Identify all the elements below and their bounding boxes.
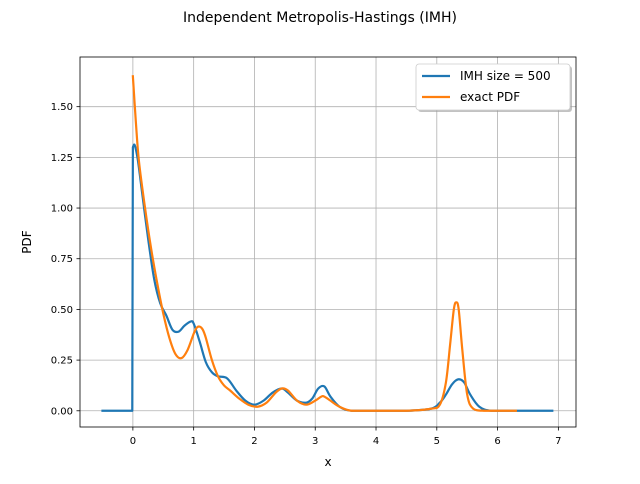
x-tick-label: 6 (494, 436, 500, 447)
x-tick-label: 5 (434, 436, 440, 447)
y-tick-label: 1.50 (51, 102, 73, 113)
legend: IMH size = 500 exact PDF (415, 63, 572, 112)
legend-box (415, 63, 571, 111)
y-tick-label: 0.50 (51, 305, 73, 316)
y-tick-label: 0.00 (51, 406, 73, 417)
legend-label: exact PDF (460, 90, 520, 104)
y-tick-label: 1.00 (51, 204, 73, 215)
y-tick-label: 1.25 (51, 153, 73, 164)
x-tick-label: 0 (130, 436, 136, 447)
x-tick-label: 4 (373, 436, 379, 447)
grid (80, 57, 576, 427)
y-tick-label: 0.75 (51, 254, 73, 265)
plot-area (80, 57, 576, 427)
plot-frame (79, 56, 577, 428)
series-line-1 (131, 75, 517, 412)
x-axis-label: x (324, 455, 331, 469)
series-lines (101, 75, 554, 412)
x-axis-ticks: 0 1 2 3 4 5 6 7 (130, 427, 562, 447)
x-tick-label: 2 (251, 436, 257, 447)
chart-title: Independent Metropolis-Hastings (IMH) (183, 10, 457, 26)
y-axis-ticks: 0.00 0.25 0.50 0.75 1.00 1.25 1.50 (51, 102, 80, 417)
x-tick-label: 7 (555, 436, 561, 447)
x-tick-label: 3 (312, 436, 318, 447)
y-axis-label: PDF (20, 230, 34, 253)
y-tick-label: 0.25 (51, 356, 73, 367)
x-tick-label: 1 (190, 436, 196, 447)
series-line-0 (101, 143, 554, 412)
legend-label: IMH size = 500 (460, 69, 551, 83)
